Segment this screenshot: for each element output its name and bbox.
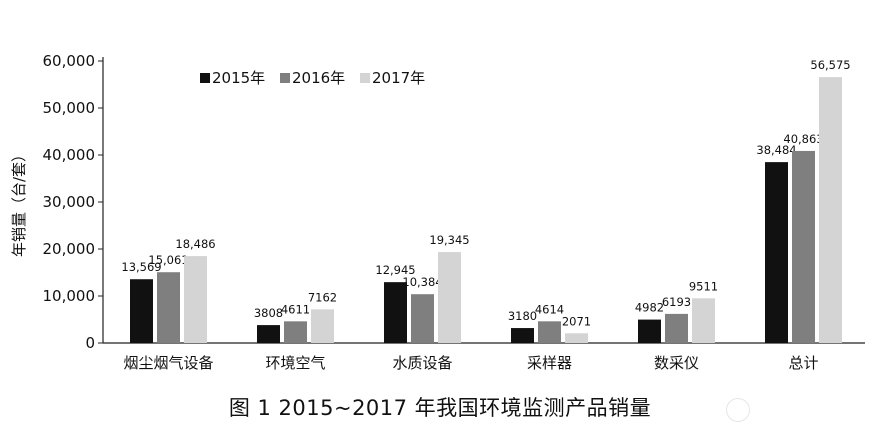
- legend-swatch: [360, 73, 370, 83]
- figure-caption: 图 1 2015~2017 年我国环境监测产品销量: [228, 396, 652, 420]
- data-label: 9511: [689, 279, 718, 293]
- x-tick-label: 水质设备: [392, 354, 452, 372]
- data-label: 4982: [635, 301, 664, 315]
- y-tick-label: 10,000: [43, 287, 96, 305]
- data-label: 2071: [562, 314, 591, 328]
- data-label: 3808: [254, 306, 283, 320]
- y-tick-label: 50,000: [43, 99, 96, 117]
- watermark-icon: [726, 398, 750, 422]
- data-label: 4614: [535, 302, 564, 316]
- bar-2: [792, 150, 815, 343]
- data-label: 7162: [308, 290, 337, 304]
- x-tick-label: 数采仪: [654, 354, 699, 372]
- data-label: 40,863: [783, 132, 823, 146]
- bar-3: [565, 333, 588, 343]
- legend-swatch: [280, 73, 290, 83]
- y-tick-label: 0: [85, 334, 95, 352]
- x-tick-label: 环境空气: [265, 354, 325, 372]
- bar-2: [157, 272, 180, 343]
- data-label: 4611: [281, 302, 310, 316]
- bar-1: [638, 319, 661, 343]
- data-label: 12,945: [375, 263, 415, 277]
- bar-3: [819, 77, 842, 343]
- y-tick-label: 20,000: [43, 240, 96, 258]
- bar-chart: 0 10,000 20,000 30,000 40,000 50,000 60,000 年销量…: [10, 52, 865, 372]
- data-label: 15,061: [148, 253, 188, 267]
- y-tick-label: 30,000: [43, 193, 96, 211]
- data-label: 18,486: [175, 237, 215, 251]
- data-label: 13,569: [121, 260, 161, 274]
- bar-3: [692, 298, 715, 343]
- bar-1: [384, 282, 407, 343]
- bar-1: [130, 279, 153, 343]
- bar-3: [438, 252, 461, 343]
- y-tick-label: 60,000: [43, 52, 96, 70]
- bar-2: [538, 321, 561, 343]
- bar-1: [257, 325, 280, 343]
- x-tick-label: 总计: [788, 354, 818, 372]
- bar-3: [311, 309, 334, 343]
- legend-swatch: [200, 73, 210, 83]
- legend-label: 2015年: [212, 69, 265, 87]
- data-label: 10,384: [402, 275, 442, 289]
- bar-2: [284, 321, 307, 343]
- data-label: 3180: [508, 309, 537, 323]
- x-tick-label: 采样器: [527, 354, 572, 372]
- y-axis-title: 年销量（台/套）: [10, 147, 28, 257]
- bar-2: [411, 294, 434, 343]
- legend-label: 2017年: [372, 69, 425, 87]
- bar-1: [765, 162, 788, 343]
- data-label: 38,484: [756, 143, 796, 157]
- bar-2: [665, 313, 688, 343]
- bar-3: [184, 256, 207, 343]
- y-tick-label: 40,000: [43, 146, 96, 164]
- data-label: 6193: [662, 295, 691, 309]
- data-label: 56,575: [810, 58, 850, 72]
- x-tick-label: 烟尘烟气设备: [123, 354, 213, 372]
- data-label: 19,345: [429, 233, 469, 247]
- bar-1: [511, 328, 534, 343]
- legend-label: 2016年: [292, 69, 345, 87]
